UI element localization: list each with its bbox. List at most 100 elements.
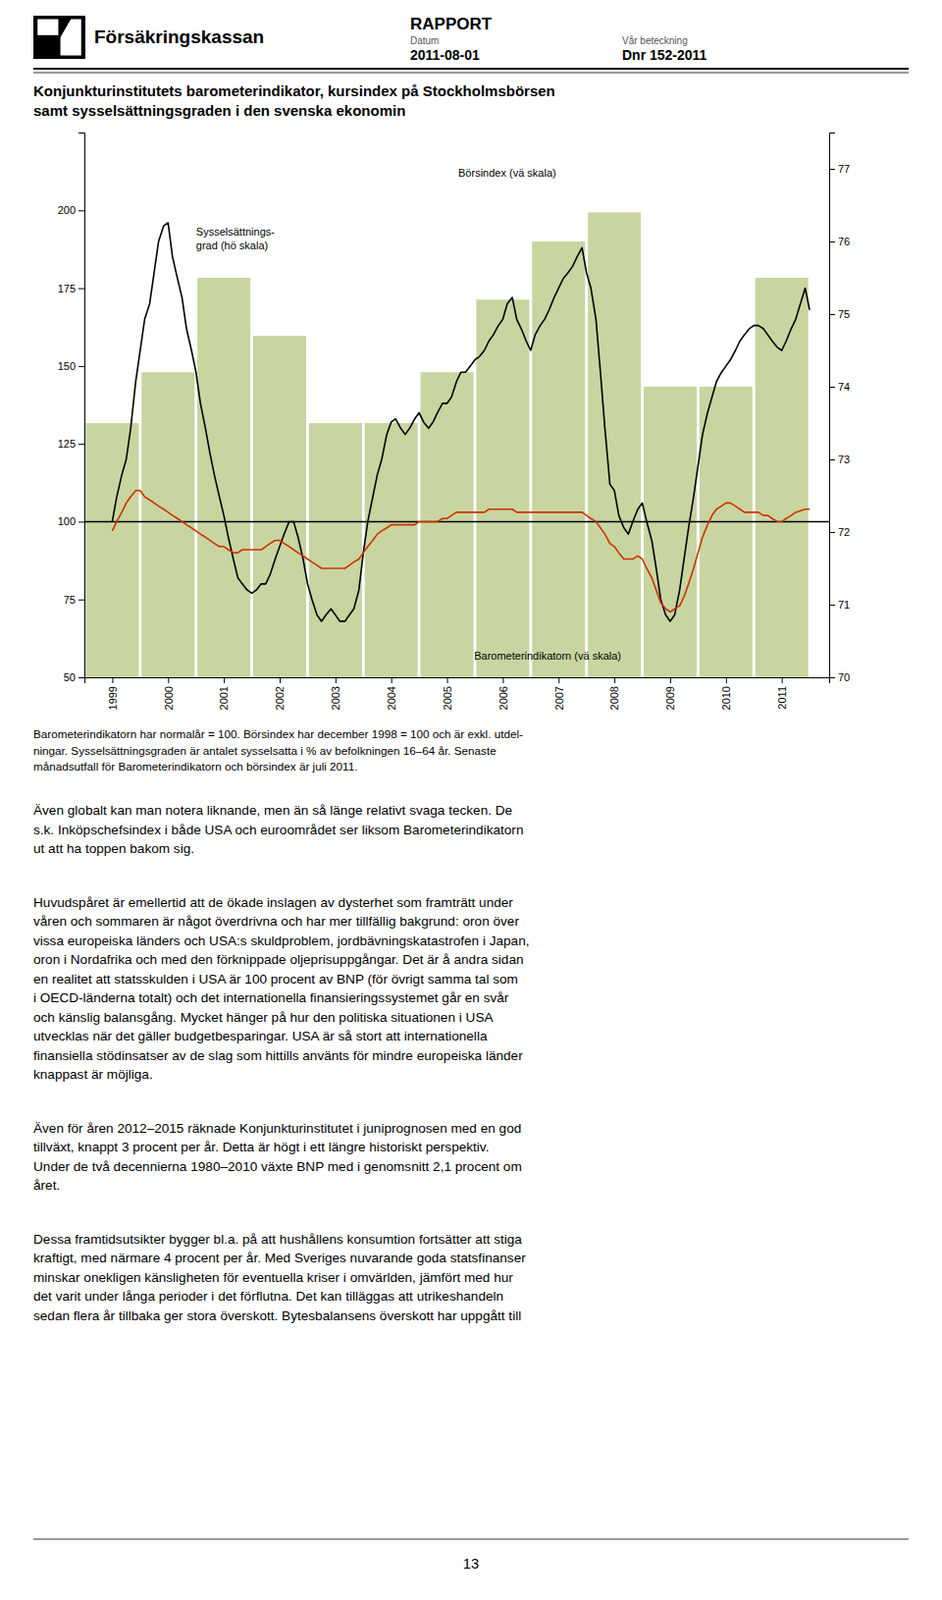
- page: FörsäkringskassanRAPPORTDatum2011-08-01V…: [0, 0, 942, 1600]
- tick-mark: [167, 677, 169, 683]
- logo-shape: [60, 19, 82, 56]
- tick: 125: [57, 437, 85, 450]
- annotation-line: grad (hö skala): [196, 239, 268, 252]
- paragraph-line: och känslig balansgång. Mycket hänger på…: [33, 1009, 494, 1025]
- paragraph-line: oron i Nordafrika och med den förknippad…: [33, 951, 524, 967]
- bar: [420, 371, 474, 678]
- annotation: Börsindex (vä skala): [458, 166, 557, 179]
- ref-label: Vår beteckning: [622, 35, 688, 47]
- tick: 2002: [273, 677, 286, 710]
- logo-box: [33, 15, 86, 59]
- tick-label: 74: [837, 380, 850, 393]
- paragraph-line: Under de två decennierna 1980–2010 växte…: [33, 1158, 523, 1174]
- tick: 71: [829, 598, 850, 611]
- bar: [475, 299, 529, 678]
- header-rule: [33, 67, 909, 70]
- bar: [253, 335, 307, 678]
- tick: 77: [829, 162, 850, 175]
- tick-mark: [829, 386, 836, 388]
- tick: 2011: [776, 677, 788, 710]
- tick: 73: [829, 453, 850, 466]
- annotation: Barometerindikatorn (vä skala): [473, 649, 622, 662]
- y-axis: 50 75 100 125 150 175 200: [57, 133, 86, 684]
- tick-mark: [78, 366, 85, 367]
- tick-mark: [78, 443, 85, 445]
- tick-mark: [223, 677, 225, 683]
- paragraph-line: Huvudspåret är emellertid att de ökade i…: [33, 894, 514, 910]
- bar: [85, 422, 139, 678]
- tick: 2000: [162, 677, 175, 710]
- tick-label: 125: [57, 437, 76, 450]
- paragraph-line: ut att ha toppen bakom sig.: [33, 840, 195, 856]
- tick-mark: [829, 459, 836, 461]
- tick-label: 175: [57, 282, 76, 295]
- tick-label: 2007: [553, 685, 566, 710]
- tick-label: 75: [837, 308, 850, 320]
- footnote: Barometerindikatorn har normalår = 100. …: [33, 727, 524, 773]
- tick-mark: [447, 677, 449, 683]
- paragraph-line: vissa europeiska länders och USA:s skuld…: [33, 933, 530, 948]
- tick-label: 72: [837, 525, 850, 538]
- paragraph-line: sedan flera år tillbaka ger stora översk…: [33, 1308, 522, 1323]
- tick: 2003: [329, 677, 342, 710]
- tick: 2010: [720, 677, 733, 710]
- tick-label: 77: [837, 162, 850, 175]
- paragraph-line: Även globalt kan man notera liknande, me…: [33, 802, 513, 818]
- tick-label: 200: [57, 204, 76, 216]
- footer-rule: [33, 1538, 909, 1540]
- logo: [33, 15, 86, 59]
- footnote-line: Barometerindikatorn har normalår = 100. …: [33, 727, 524, 740]
- tick-label: 2009: [664, 685, 677, 710]
- tick-label: 73: [837, 453, 850, 466]
- header-rule: [33, 72, 909, 74]
- tick-mark: [558, 677, 560, 683]
- tick-mark: [502, 677, 504, 683]
- bar-series: [85, 211, 808, 678]
- tick-mark: [829, 241, 836, 243]
- bar: [309, 422, 363, 678]
- tick: 2007: [553, 677, 566, 710]
- paragraph-line: en realitet att statsskulden i USA är 10…: [33, 971, 519, 987]
- tick-label: 71: [837, 598, 850, 611]
- tick-label: 70: [837, 671, 850, 683]
- chart-title: Konjunkturinstitutets barometerindikator…: [33, 82, 556, 119]
- tick: 1999: [106, 677, 119, 710]
- tick: 2008: [608, 677, 621, 710]
- tick: 100: [57, 515, 85, 527]
- ref-value: Dnr 152-2011: [622, 47, 708, 63]
- tick: 2005: [441, 677, 454, 710]
- tick-mark: [78, 677, 85, 679]
- tick-label: 150: [57, 360, 76, 372]
- page-title: RAPPORT: [410, 14, 493, 34]
- annotation: Sysselsättnings-grad (hö skala): [196, 225, 275, 252]
- footnote-line: månadsutfall för Barometerindikatorn och…: [33, 759, 358, 773]
- tick-label: 50: [63, 671, 76, 683]
- line: [111, 222, 810, 622]
- chart-title-line: Konjunkturinstitutets barometerindikator…: [33, 82, 556, 100]
- bar: [699, 386, 753, 678]
- tick-label: 1999: [106, 685, 119, 710]
- tick-mark: [614, 677, 616, 683]
- tick: 72: [829, 525, 850, 538]
- paragraph-line: s.k. Inköpschefsindex i både USA och eur…: [33, 822, 524, 838]
- paragraph-line: våren och sommaren är något överdrivna o…: [33, 913, 520, 929]
- paragraph-line: minskar onekligen känsligheten för event…: [33, 1269, 514, 1285]
- x-axis: 1999200020012002200320042005200620072008…: [85, 677, 831, 710]
- date-label: Datum: [410, 35, 439, 47]
- tick-mark: [78, 209, 85, 211]
- tick-mark: [335, 677, 337, 683]
- tick-label: 2002: [273, 685, 286, 710]
- paragraph-line: knappast är möjliga.: [33, 1066, 154, 1082]
- bar: [755, 277, 809, 678]
- tick-mark: [670, 677, 672, 683]
- tick-label: 2003: [329, 685, 342, 710]
- axis-line: [830, 133, 837, 679]
- tick: 75: [829, 308, 850, 320]
- chart: 1999200020012002200320042005200620072008…: [57, 133, 851, 711]
- tick-label: 75: [63, 593, 76, 606]
- logo-shape: [37, 19, 58, 36]
- bar: [365, 422, 419, 678]
- tick-label: 2004: [385, 685, 398, 710]
- tick-mark: [78, 288, 85, 290]
- tick-mark: [391, 677, 393, 683]
